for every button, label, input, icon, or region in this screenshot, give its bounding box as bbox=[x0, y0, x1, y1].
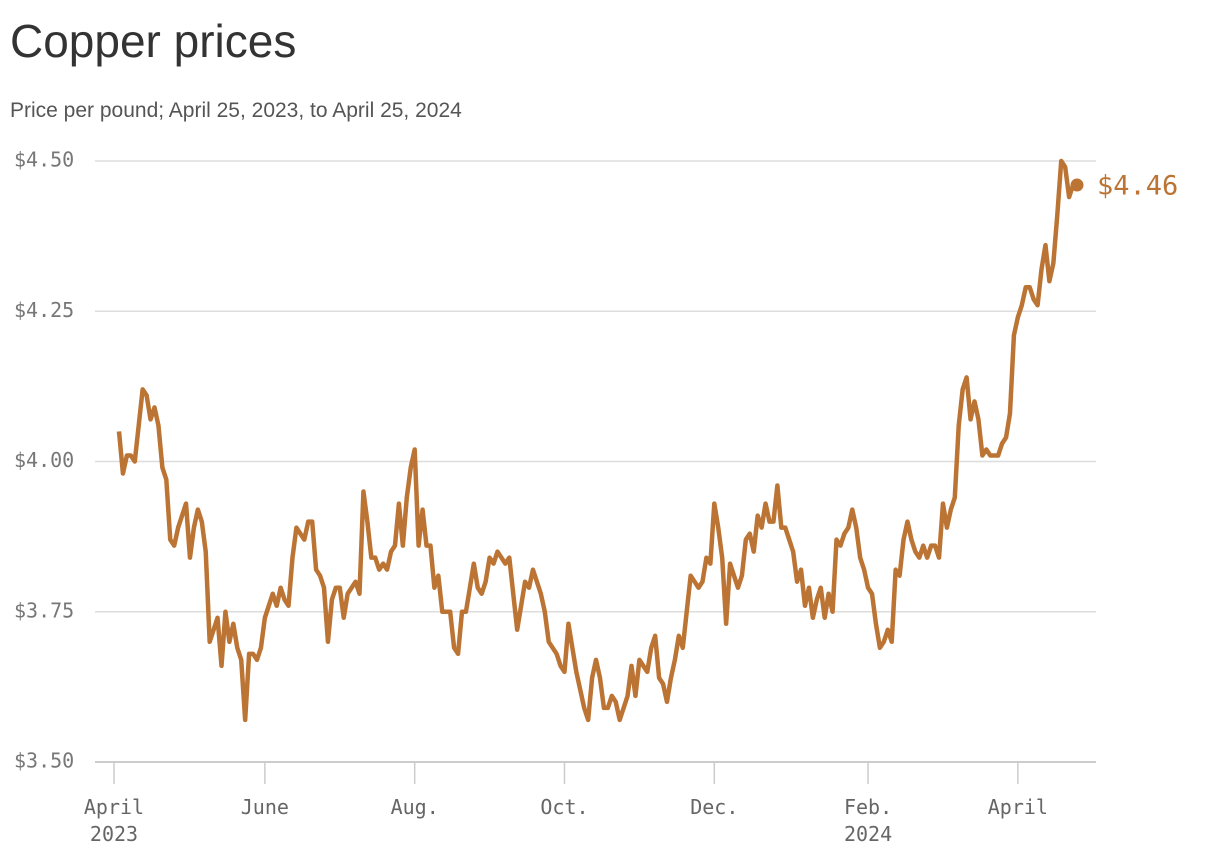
chart-title: Copper prices bbox=[10, 15, 297, 67]
y-tick-label: $4.00 bbox=[14, 448, 74, 472]
end-dot bbox=[1070, 178, 1084, 192]
x-tick-label: Dec. bbox=[690, 795, 739, 819]
y-tick-label: $4.25 bbox=[14, 298, 74, 322]
y-tick-label: $3.50 bbox=[14, 749, 74, 773]
x-tick-label: Oct. bbox=[540, 795, 589, 819]
y-tick-label: $4.50 bbox=[14, 148, 74, 172]
chart-subtitle: Price per pound; April 25, 2023, to Apri… bbox=[10, 99, 462, 122]
x-tick-label: April bbox=[987, 795, 1048, 819]
x-tick-label: Feb. 2024 bbox=[843, 795, 893, 846]
y-tick-label: $3.75 bbox=[14, 598, 74, 622]
x-tick-label: June bbox=[240, 795, 289, 819]
x-tick-label: April 2023 bbox=[83, 795, 145, 846]
x-tick-label: Aug. bbox=[390, 795, 439, 819]
end-label: $4.46 bbox=[1097, 171, 1178, 202]
price-line bbox=[116, 158, 1077, 723]
